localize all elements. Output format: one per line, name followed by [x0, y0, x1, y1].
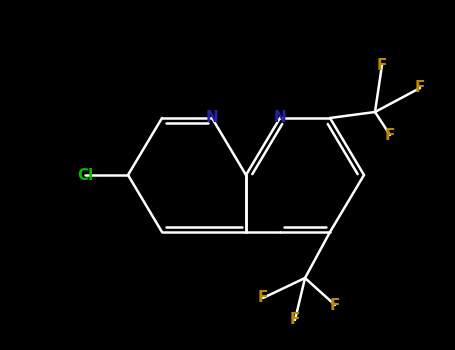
Text: F: F [258, 290, 268, 306]
Text: F: F [385, 127, 395, 142]
Text: N: N [206, 111, 218, 126]
Text: F: F [377, 57, 387, 72]
Text: N: N [273, 111, 286, 126]
Text: Cl: Cl [77, 168, 93, 182]
Text: F: F [290, 313, 300, 328]
Text: F: F [330, 298, 340, 313]
Text: F: F [415, 80, 425, 96]
